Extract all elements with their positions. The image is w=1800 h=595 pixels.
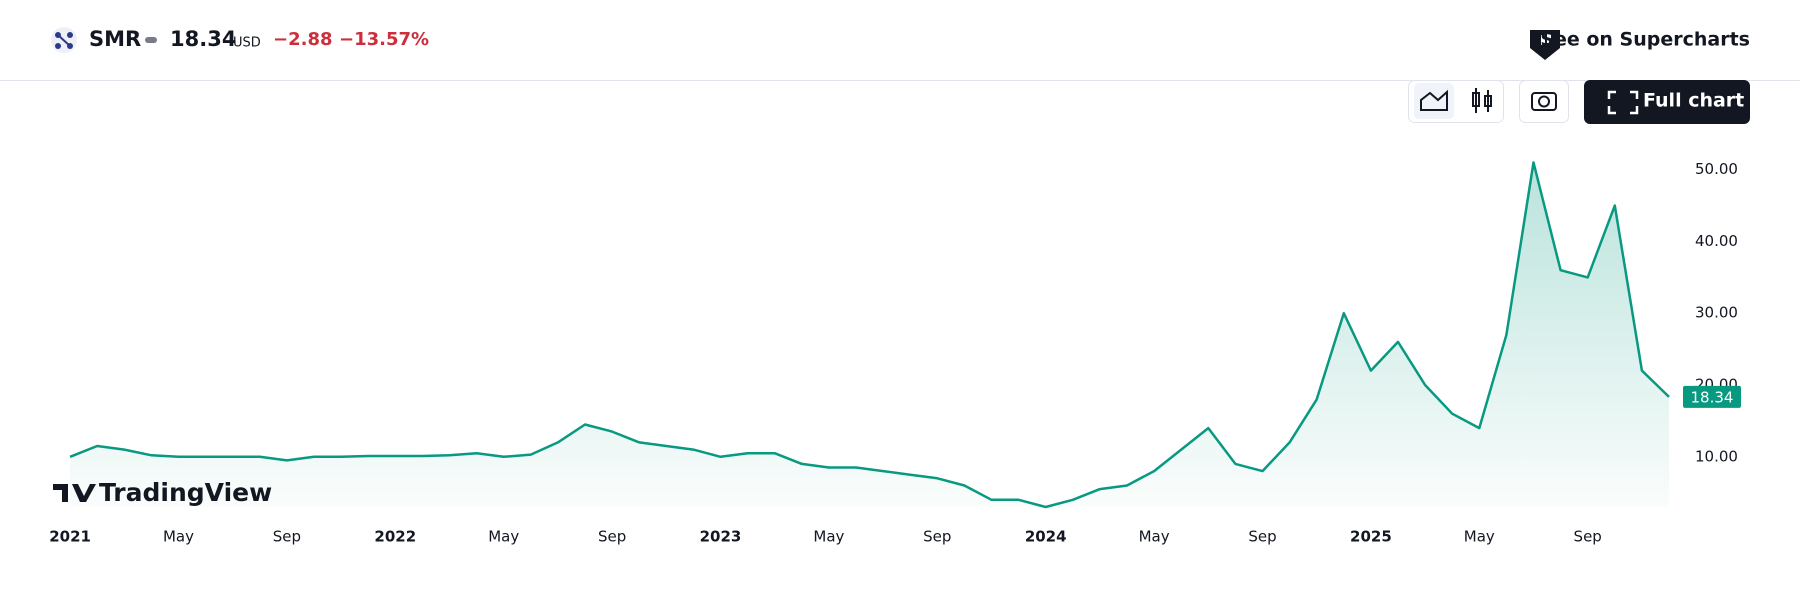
supercharts-link[interactable]: See on Supercharts bbox=[1540, 29, 1750, 51]
x-tick-label: May bbox=[163, 528, 194, 546]
fullscreen-icon bbox=[1607, 90, 1639, 115]
full-chart-button[interactable] bbox=[1584, 80, 1750, 124]
camera-icon bbox=[1531, 92, 1557, 111]
branding[interactable]: TradingView bbox=[99, 478, 272, 507]
price-line bbox=[69, 161, 1670, 509]
symbol[interactable]: SMR bbox=[89, 27, 141, 51]
change-percent: −13.57% bbox=[339, 29, 429, 50]
change: −2.88 bbox=[273, 29, 333, 50]
x-tick-label: Sep bbox=[1574, 528, 1602, 546]
tradingview-logo[interactable] bbox=[53, 484, 96, 502]
symbol-icon bbox=[51, 27, 77, 53]
candle-style-button[interactable] bbox=[1472, 88, 1492, 113]
x-tick-label: Sep bbox=[273, 528, 301, 546]
x-tick-label: 2021 bbox=[49, 528, 91, 546]
x-tick-label: Sep bbox=[1248, 528, 1276, 546]
y-tick-label: 10.00 bbox=[1695, 447, 1738, 465]
x-tick-label: May bbox=[1464, 528, 1495, 546]
supercharts-icon[interactable] bbox=[1530, 30, 1560, 60]
area-fill bbox=[70, 162, 1670, 507]
y-tick-label: 40.00 bbox=[1695, 232, 1738, 250]
full-chart-label[interactable]: Full chart bbox=[1643, 90, 1744, 112]
x-tick-label: May bbox=[1139, 528, 1170, 546]
y-tick-label: 30.00 bbox=[1695, 304, 1738, 322]
snapshot-button[interactable] bbox=[1519, 80, 1569, 123]
x-tick-label: Sep bbox=[598, 528, 626, 546]
x-tick-label: 2022 bbox=[374, 528, 416, 546]
status-dot bbox=[145, 37, 157, 43]
x-tick-label: May bbox=[488, 528, 519, 546]
currency: USD bbox=[233, 36, 261, 51]
y-tick-label: 50.00 bbox=[1695, 160, 1738, 178]
x-tick-label: May bbox=[813, 528, 844, 546]
last-price: 18.34 bbox=[170, 27, 236, 51]
x-tick-label: 2025 bbox=[1350, 528, 1392, 546]
x-tick-label: 2023 bbox=[700, 528, 742, 546]
x-tick-label: Sep bbox=[923, 528, 951, 546]
last-price-badge bbox=[1683, 385, 1741, 408]
area-icon bbox=[1420, 89, 1448, 111]
last-price-label: 18.34 bbox=[1691, 388, 1734, 406]
x-tick-label: 2024 bbox=[1025, 528, 1067, 546]
